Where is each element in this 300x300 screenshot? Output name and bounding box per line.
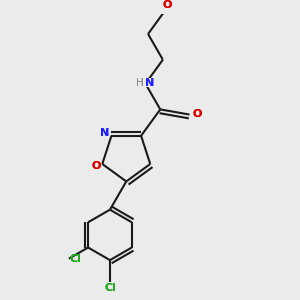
FancyBboxPatch shape: [100, 130, 109, 137]
Text: O: O: [92, 161, 101, 171]
Text: N: N: [100, 128, 110, 138]
Text: O: O: [162, 0, 172, 10]
FancyBboxPatch shape: [163, 1, 171, 8]
FancyBboxPatch shape: [92, 163, 101, 170]
Text: N: N: [100, 128, 110, 138]
Text: H: H: [136, 78, 144, 88]
Text: O: O: [162, 0, 172, 10]
Text: Cl: Cl: [69, 254, 81, 264]
Text: H: H: [136, 78, 144, 88]
Text: Cl: Cl: [69, 254, 81, 264]
FancyBboxPatch shape: [193, 110, 201, 118]
Text: O: O: [192, 109, 202, 119]
Text: N: N: [145, 77, 154, 88]
Text: N: N: [145, 77, 154, 88]
Text: O: O: [92, 161, 101, 171]
FancyBboxPatch shape: [136, 78, 155, 87]
Text: Cl: Cl: [104, 283, 116, 293]
Text: Cl: Cl: [104, 283, 116, 293]
Text: O: O: [192, 109, 202, 119]
